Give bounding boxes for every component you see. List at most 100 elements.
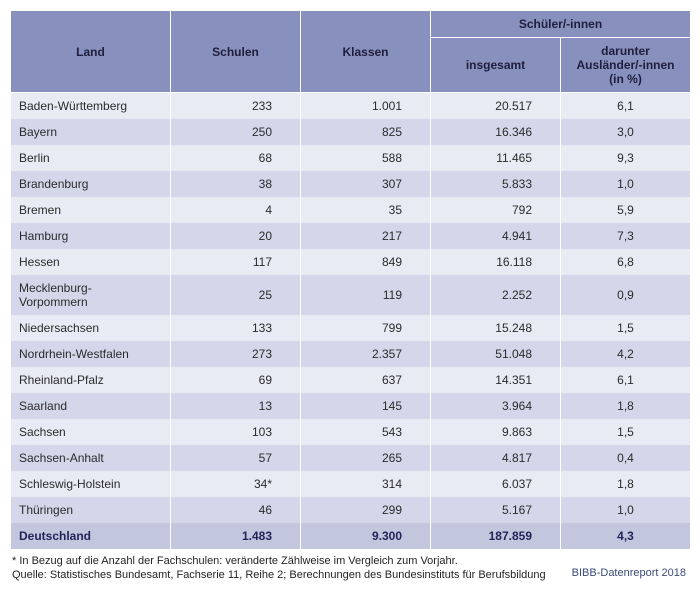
cell-insgesamt: 15.248 [431,315,561,341]
table-row: Thüringen462995.1671,0 [11,497,691,523]
cell-insgesamt: 20.517 [431,93,561,120]
table-row: Bayern25082516.3463,0 [11,119,691,145]
cell-insgesamt: 51.048 [431,341,561,367]
cell-land: Deutschland [11,523,171,549]
cell-aus: 0,4 [561,445,691,471]
cell-aus: 6,1 [561,367,691,393]
cell-schulen: 103 [171,419,301,445]
cell-klassen: 588 [301,145,431,171]
cell-aus: 1,5 [561,419,691,445]
cell-land: Sachsen [11,419,171,445]
cell-aus: 1,5 [561,315,691,341]
cell-schulen: 233 [171,93,301,120]
table-row: Brandenburg383075.8331,0 [11,171,691,197]
table-row: Saarland131453.9641,8 [11,393,691,419]
cell-schulen: 13 [171,393,301,419]
table-row: Berlin6858811.4659,3 [11,145,691,171]
cell-insgesamt: 6.037 [431,471,561,497]
cell-land: Sachsen-Anhalt [11,445,171,471]
header-schulen: Schulen [171,11,301,93]
cell-klassen: 35 [301,197,431,223]
cell-klassen: 1.001 [301,93,431,120]
cell-aus: 1,8 [561,471,691,497]
cell-aus: 0,9 [561,275,691,315]
cell-insgesamt: 792 [431,197,561,223]
cell-schulen: 273 [171,341,301,367]
cell-aus: 1,0 [561,497,691,523]
cell-aus: 5,9 [561,197,691,223]
cell-aus: 6,8 [561,249,691,275]
cell-insgesamt: 5.833 [431,171,561,197]
cell-klassen: 2.357 [301,341,431,367]
cell-land: Thüringen [11,497,171,523]
cell-klassen: 217 [301,223,431,249]
cell-aus: 6,1 [561,93,691,120]
cell-schulen: 68 [171,145,301,171]
table-row: Rheinland-Pfalz6963714.3516,1 [11,367,691,393]
cell-schulen: 20 [171,223,301,249]
header-students-group: Schüler/-innen [431,11,691,38]
cell-aus: 1,0 [561,171,691,197]
cell-schulen: 133 [171,315,301,341]
cell-schulen: 250 [171,119,301,145]
cell-insgesamt: 5.167 [431,497,561,523]
cell-schulen: 1.483 [171,523,301,549]
cell-aus: 3,0 [561,119,691,145]
cell-land: Schleswig-Holstein [11,471,171,497]
table-row: Baden-Württemberg2331.00120.5176,1 [11,93,691,120]
cell-aus: 4,2 [561,341,691,367]
cell-insgesamt: 2.252 [431,275,561,315]
cell-klassen: 849 [301,249,431,275]
cell-insgesamt: 3.964 [431,393,561,419]
cell-klassen: 145 [301,393,431,419]
data-table: Land Schulen Klassen Schüler/-innen insg… [10,10,691,549]
cell-schulen: 4 [171,197,301,223]
cell-aus: 4,3 [561,523,691,549]
table-row: Sachsen1035439.8631,5 [11,419,691,445]
table-row: Sachsen-Anhalt572654.8170,4 [11,445,691,471]
header-auslaender: darunter Ausländer/-innen (in %) [561,38,691,93]
cell-land: Niedersachsen [11,315,171,341]
cell-insgesamt: 16.346 [431,119,561,145]
cell-land: Brandenburg [11,171,171,197]
cell-klassen: 637 [301,367,431,393]
cell-schulen: 69 [171,367,301,393]
table-header: Land Schulen Klassen Schüler/-innen insg… [11,11,691,93]
cell-land: Berlin [11,145,171,171]
cell-land: Bayern [11,119,171,145]
footnote-text: * In Bezug auf die Anzahl der Fachschule… [12,555,690,567]
cell-insgesamt: 9.863 [431,419,561,445]
cell-schulen: 117 [171,249,301,275]
cell-klassen: 265 [301,445,431,471]
cell-insgesamt: 14.351 [431,367,561,393]
cell-klassen: 9.300 [301,523,431,549]
cell-aus: 7,3 [561,223,691,249]
header-insgesamt: insgesamt [431,38,561,93]
cell-land: Saarland [11,393,171,419]
cell-schulen: 46 [171,497,301,523]
table-row: Hessen11784916.1186,8 [11,249,691,275]
header-klassen: Klassen [301,11,431,93]
table-row: Hamburg202174.9417,3 [11,223,691,249]
table-row-total: Deutschland1.4839.300187.8594,3 [11,523,691,549]
cell-land: Hamburg [11,223,171,249]
cell-aus: 1,8 [561,393,691,419]
header-land: Land [11,11,171,93]
cell-schulen: 38 [171,171,301,197]
table-row: Mecklenburg-Vorpommern251192.2520,9 [11,275,691,315]
cell-insgesamt: 11.465 [431,145,561,171]
cell-schulen: 25 [171,275,301,315]
cell-klassen: 543 [301,419,431,445]
table-body: Baden-Württemberg2331.00120.5176,1Bayern… [11,93,691,550]
cell-land: Bremen [11,197,171,223]
cell-aus: 9,3 [561,145,691,171]
cell-klassen: 119 [301,275,431,315]
cell-klassen: 307 [301,171,431,197]
table-row: Bremen4357925,9 [11,197,691,223]
cell-klassen: 314 [301,471,431,497]
cell-land: Mecklenburg-Vorpommern [11,275,171,315]
cell-land: Hessen [11,249,171,275]
cell-land: Nordrhein-Westfalen [11,341,171,367]
cell-land: Baden-Württemberg [11,93,171,120]
cell-insgesamt: 16.118 [431,249,561,275]
